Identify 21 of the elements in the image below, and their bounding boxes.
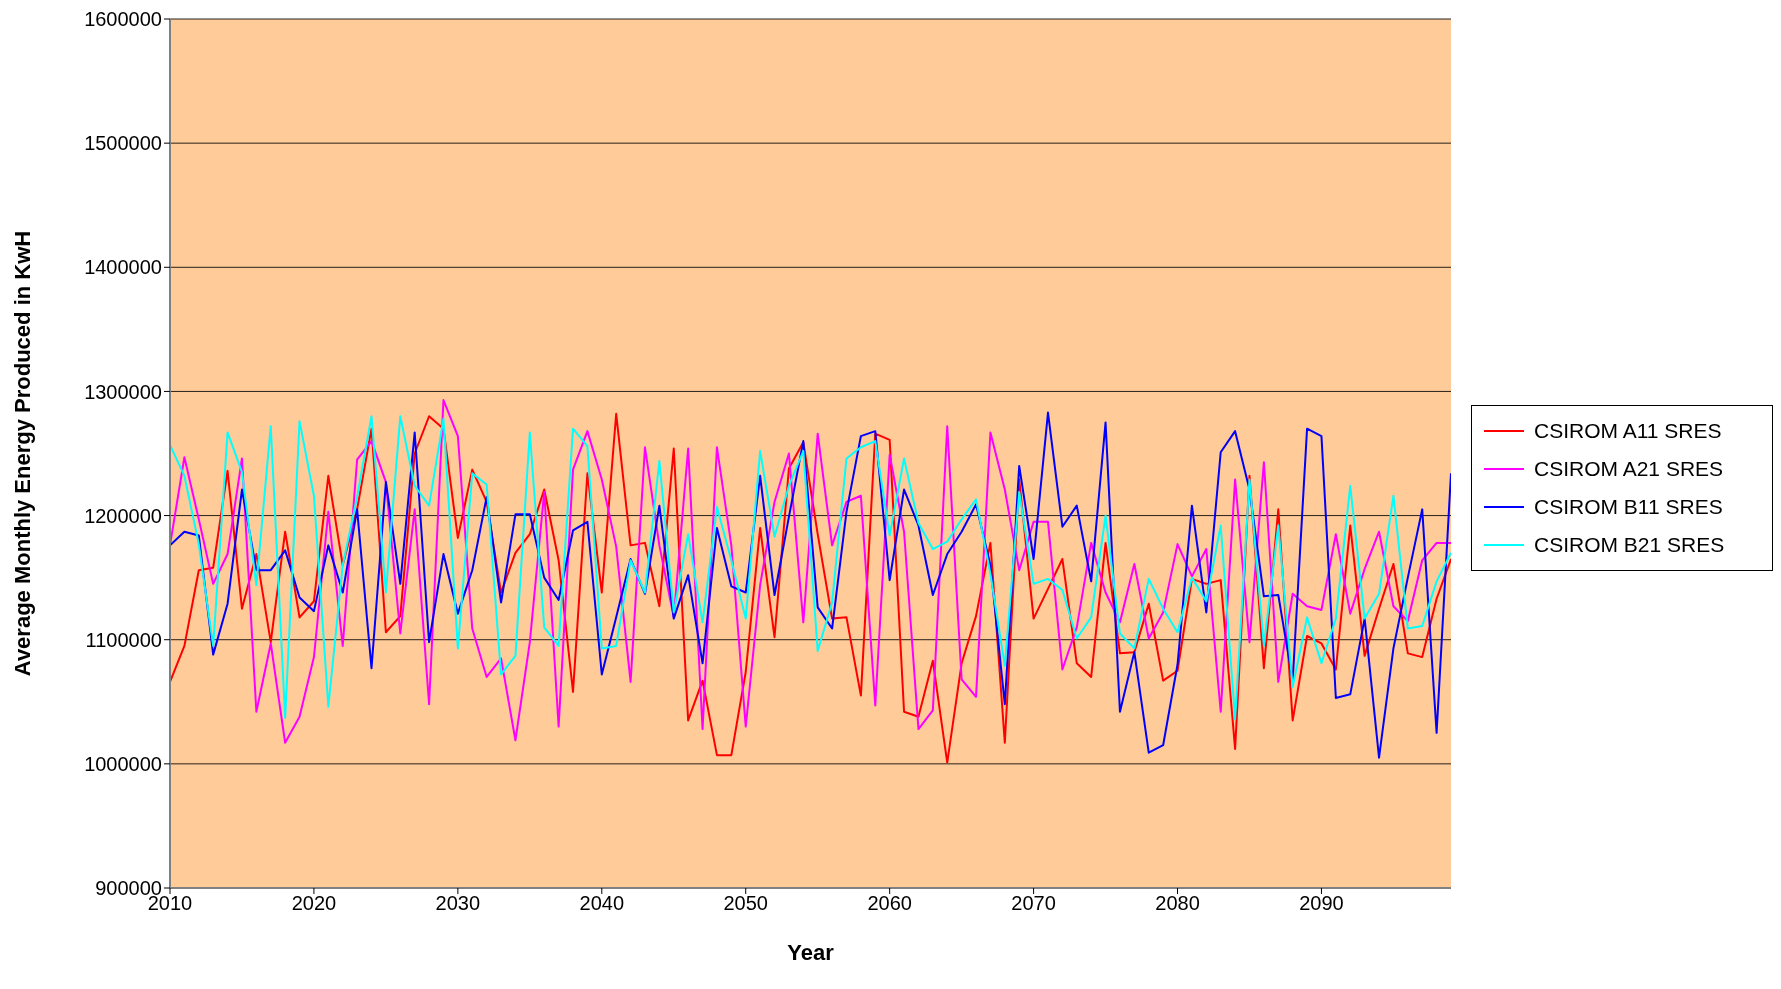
- y-axis-title: Average Monthly Energy Produced in KwH: [9, 230, 35, 677]
- x-tick-label: 2070: [1011, 892, 1056, 915]
- legend-label: CSIROM B11 SRES: [1534, 495, 1723, 519]
- y-tick-label: 1600000: [84, 8, 162, 31]
- x-tick-label: 2060: [867, 892, 912, 915]
- y-tick-label: 1400000: [84, 256, 162, 279]
- y-tick-label: 1300000: [84, 380, 162, 403]
- x-tick-label: 2050: [723, 892, 768, 915]
- x-tick-label: 2020: [291, 892, 337, 915]
- x-tick-label: 2080: [1155, 892, 1200, 915]
- x-tick-label: 2090: [1299, 892, 1344, 915]
- legend-label: CSIROM B21 SRES: [1534, 533, 1725, 557]
- legend-label: CSIROM A21 SRES: [1534, 457, 1724, 481]
- y-tick-label: 1100000: [85, 628, 162, 651]
- x-tick-label: 2030: [435, 892, 481, 915]
- y-tick-label: 1500000: [84, 132, 162, 155]
- x-tick-label: 2040: [579, 892, 625, 915]
- legend-label: CSIROM A11 SRES: [1534, 419, 1722, 443]
- y-tick-label: 1000000: [84, 752, 162, 775]
- x-axis-title: Year: [787, 940, 835, 965]
- y-tick-label: 1200000: [84, 504, 162, 527]
